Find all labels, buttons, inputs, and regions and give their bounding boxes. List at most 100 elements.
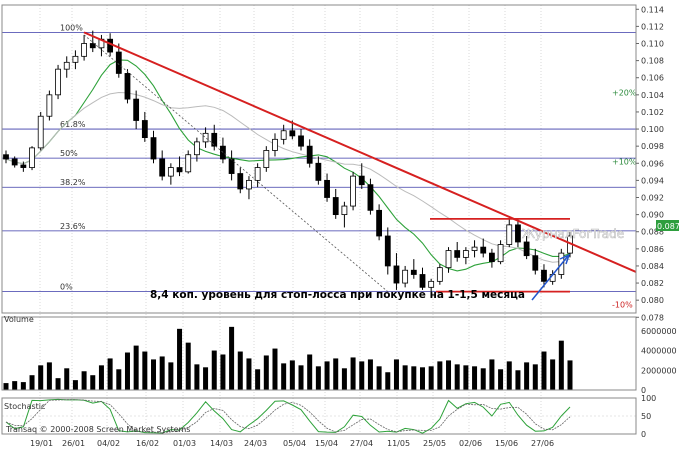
volume-bar	[333, 358, 339, 390]
price-panel-frame	[1, 4, 637, 314]
fib-level-label: 0%	[60, 283, 73, 292]
volume-bar	[446, 360, 452, 390]
volume-bar	[402, 365, 408, 390]
volume-bar	[64, 368, 70, 390]
price-tick-label: 0.094	[641, 176, 664, 185]
candle-body	[462, 250, 469, 258]
price-tick-label: 0.080	[641, 296, 664, 305]
volume-tick-label: 6000000	[641, 327, 677, 336]
price-tick-label: 0.082	[641, 279, 664, 288]
candle-body	[471, 246, 478, 251]
x-tick-label: 02/06	[459, 439, 482, 448]
volume-bar	[98, 365, 104, 390]
volume-bar	[532, 364, 538, 390]
annotation-text: 8,4 коп. уровень для стоп-лосса при поку…	[150, 289, 525, 301]
candle-body	[72, 55, 79, 63]
blue-arrow-head	[559, 253, 571, 265]
volume-bar	[220, 354, 226, 390]
stochastic-panel-frame	[1, 397, 637, 435]
volume-bar	[272, 348, 278, 390]
stochastic-tick-label: 0	[641, 430, 646, 439]
candle-body	[37, 115, 44, 149]
price-tick-label: 0.078	[641, 313, 664, 322]
x-tick-label: 05/04	[283, 439, 306, 448]
volume-bar	[185, 342, 191, 390]
volume-bar	[151, 359, 157, 390]
volume-bar	[359, 361, 365, 390]
volume-bar	[55, 378, 61, 390]
candle-body	[367, 184, 374, 211]
price-tick-label: 0.106	[641, 74, 664, 83]
candle-body	[480, 246, 487, 254]
candle-body	[185, 154, 192, 173]
candle-body	[81, 43, 87, 57]
volume-bar	[376, 366, 382, 390]
candle-body	[306, 145, 313, 164]
volume-bar	[46, 362, 52, 390]
candle-body	[272, 138, 278, 151]
candle-body	[193, 141, 200, 156]
volume-bar	[506, 361, 512, 390]
price-tick-label: 0.088	[641, 228, 664, 237]
volume-bar	[203, 367, 209, 390]
price-tick-label: 0.102	[641, 108, 664, 117]
volume-bar	[124, 352, 130, 390]
red-down-trendline	[83, 31, 637, 273]
price-tick-label: 0.084	[641, 262, 664, 271]
candle-body	[254, 167, 261, 181]
volume-tick-label: 2000000	[641, 366, 677, 375]
watermark: ЖурналForTrade	[522, 227, 624, 241]
x-tick-label: 14/03	[210, 439, 233, 448]
candles	[3, 30, 573, 296]
fib-level-label: 50%	[60, 149, 78, 158]
volume-label: Volume	[4, 315, 34, 324]
x-tick-label: 27/04	[350, 439, 373, 448]
trend-lines	[83, 31, 637, 301]
volume-bar	[367, 359, 373, 390]
candle-body	[428, 280, 435, 288]
price-tick-label: 0.090	[641, 211, 664, 220]
price-tick-label: 0.104	[641, 91, 664, 100]
candle-body	[3, 154, 9, 160]
volume-bar	[437, 361, 443, 390]
volume-bar	[411, 366, 417, 390]
last-price-tag	[656, 220, 679, 231]
candle-body	[263, 150, 270, 168]
stochastic-lines	[2, 398, 636, 434]
volume-bar	[237, 351, 243, 390]
volume-bar	[307, 354, 313, 390]
price-tick-label: 0.086	[641, 245, 664, 254]
volume-bar	[524, 362, 530, 390]
candle-body	[393, 265, 400, 284]
volume-bar	[428, 366, 434, 390]
volume-bar	[541, 351, 547, 390]
candle-body	[497, 244, 504, 263]
candle-body	[141, 120, 148, 139]
ma-short-line	[5, 59, 571, 272]
volume-bar	[324, 361, 330, 390]
candle-body	[358, 175, 365, 186]
candle-body	[541, 269, 547, 282]
candle-body	[159, 158, 166, 177]
x-tick-label: 19/01	[30, 439, 53, 448]
candle-body	[124, 73, 131, 100]
volume-bar	[281, 363, 287, 390]
x-tick-label: 24/03	[244, 439, 267, 448]
price-tick-label: 0.098	[641, 142, 664, 151]
volume-tick-label: 4000000	[641, 347, 677, 356]
volume-bar	[289, 360, 295, 390]
candle-body	[350, 175, 356, 207]
pct-label: +10%	[612, 158, 637, 167]
candle-body	[150, 137, 157, 160]
candle-body	[228, 158, 235, 174]
candle-body	[436, 267, 443, 282]
candle-body	[63, 61, 70, 70]
volume-bar	[3, 383, 9, 390]
x-tick-label: 16/02	[136, 439, 159, 448]
volume-bar	[315, 366, 321, 390]
candle-body	[133, 98, 140, 121]
candle-body	[107, 38, 114, 53]
x-tick-label: 04/02	[97, 439, 120, 448]
volume-bar	[211, 350, 217, 390]
